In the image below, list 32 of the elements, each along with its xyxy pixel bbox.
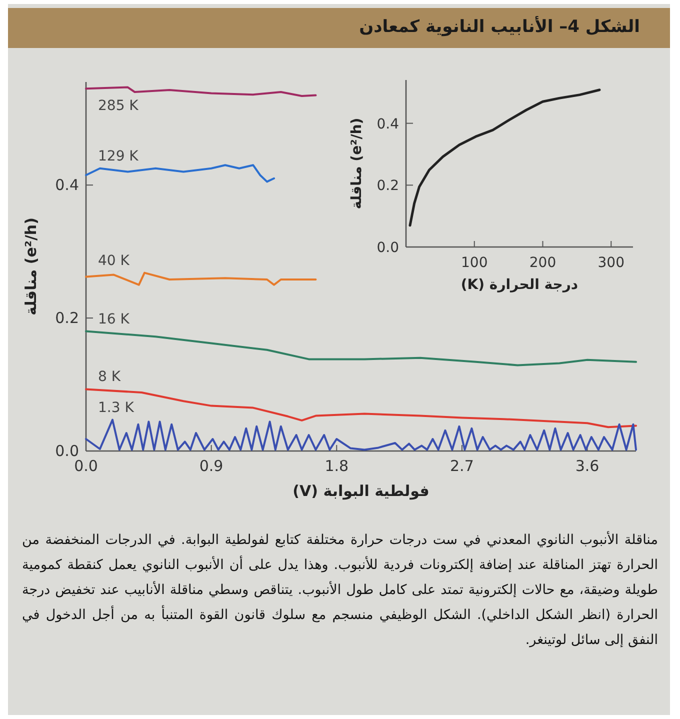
line-series xyxy=(85,272,317,286)
y-tick-label: 0.2 xyxy=(376,178,399,194)
text: مناقلة الأنبوب النانوي المعدني في ست درجات حرارة مختلفة كتابع لفولطية البوابة. في الدرجات المنخفضة من الحرارة تهتز المناقلة عند إضافة إلكترونات فردية للأنبوب. وهذا يدل على أن الأنبوب النانوي يعمل كنقطة كمومية طويلة وضيقة، مع حالات إلكترونية تمتد على كامل طول الأنبوب. يتناقص وسطي مناقلة الأنابيب عند تخفيض درجة الحرارة (انظر الشكل الداخلي). الشكل الوظيفي منسجم مع سلوك قانون القوة المتنبأ به من أجل الدخول في النفق إلى سائل لوتينغر. xyxy=(22,530,658,650)
x-tick-label: 100 xyxy=(461,255,488,271)
series-label: 285 K xyxy=(98,98,140,114)
y-tick-label: 0.2 xyxy=(55,309,79,328)
line-series xyxy=(85,164,275,183)
line-series xyxy=(85,388,637,428)
x-tick-label: 200 xyxy=(529,255,556,271)
series-label: 8 K xyxy=(98,369,122,386)
x-tick-label: 2.7 xyxy=(450,457,474,475)
series-label: 40 K xyxy=(98,252,130,269)
x-axis-title: درجة الحرارة (K) xyxy=(460,277,578,293)
x-axis-title: فولطية البوابة (V) xyxy=(292,482,430,500)
series-label: 1.3 K xyxy=(98,400,135,416)
x-tick-label: 3.6 xyxy=(575,457,600,475)
y-axis-title: مناقلة (e²/h) xyxy=(22,218,40,316)
y-tick-label: 0.0 xyxy=(376,240,399,256)
x-tick-label: 1.8 xyxy=(324,457,349,475)
x-tick-label: 0.0 xyxy=(74,457,98,475)
y-tick-label: 0.0 xyxy=(55,442,79,460)
chart-title: الشكل 4– الأنابيب النانوية كمعادن xyxy=(359,17,640,37)
line-series xyxy=(85,330,637,366)
x-tick-label: 300 xyxy=(598,255,624,271)
y-tick-label: 0.4 xyxy=(376,116,400,132)
x-tick-label: 0.9 xyxy=(199,457,224,475)
y-tick-label: 0.4 xyxy=(55,176,79,194)
line-series xyxy=(85,86,317,97)
y-axis-title: مناقلة (e²/h) xyxy=(349,118,365,210)
line-series xyxy=(408,88,601,227)
series-label: 129 K xyxy=(98,148,140,164)
series-label: 16 K xyxy=(98,311,130,328)
